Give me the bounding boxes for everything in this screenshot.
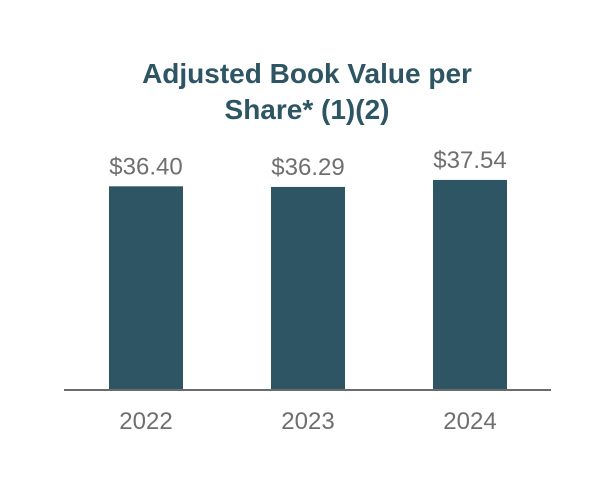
value-label-2022: $36.40 xyxy=(109,153,182,180)
bar-2024 xyxy=(433,179,507,390)
bar-2022 xyxy=(109,186,183,390)
bar-2023 xyxy=(271,186,345,390)
x-tick-label-2023: 2023 xyxy=(281,408,334,435)
x-tick-label-2024: 2024 xyxy=(443,408,496,435)
chart-title: Adjusted Book Value per Share* (1)(2) xyxy=(0,56,614,128)
x-tick-label-2022: 2022 xyxy=(119,408,172,435)
bars-group: $36.40 2022 $36.29 2023 $37.54 2024 xyxy=(109,147,507,435)
chart-title-line-1: Adjusted Book Value per xyxy=(142,58,472,89)
value-label-2024: $37.54 xyxy=(433,147,506,174)
value-label-2023: $36.29 xyxy=(271,154,344,181)
chart-title-line-2: Share* (1)(2) xyxy=(224,94,390,125)
